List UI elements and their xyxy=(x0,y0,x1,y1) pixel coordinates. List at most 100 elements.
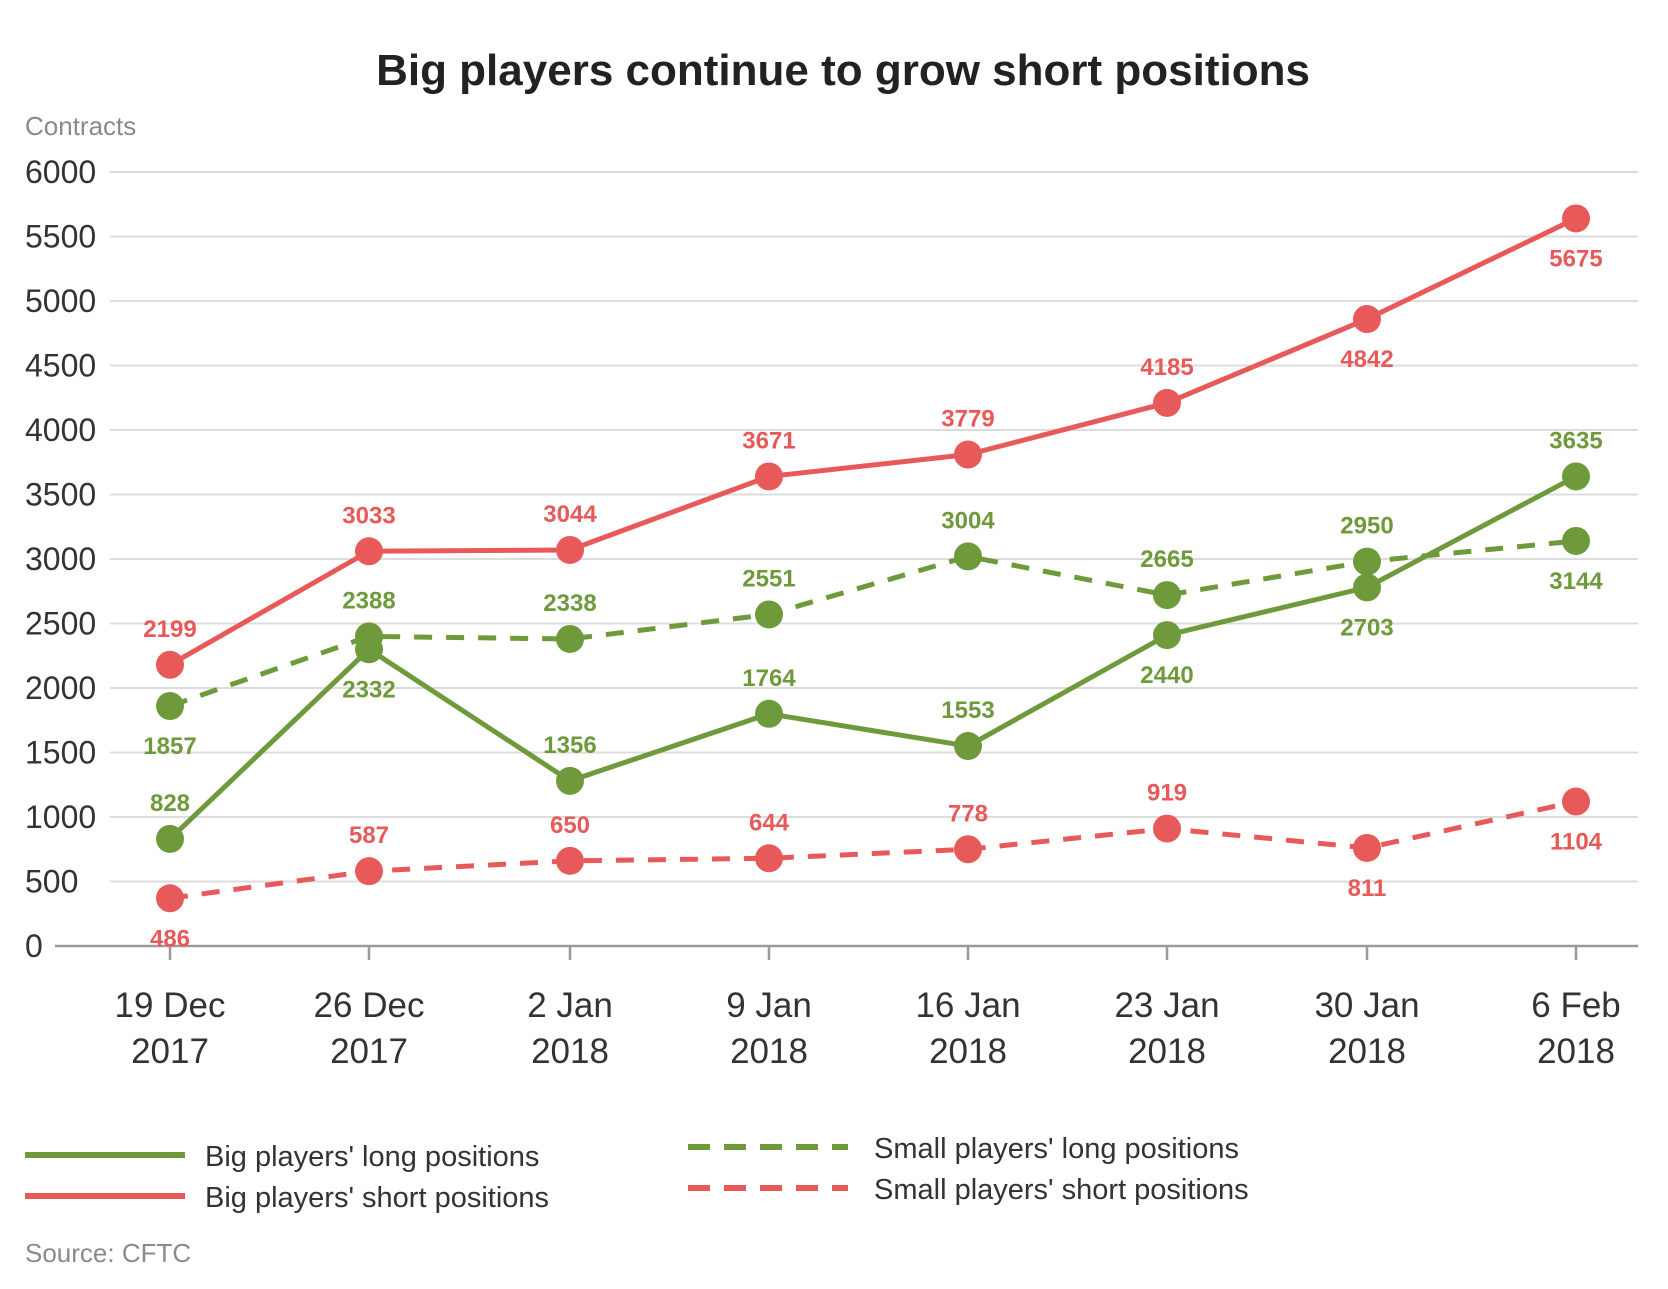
data-point xyxy=(355,857,383,886)
data-label: 1104 xyxy=(1550,829,1603,856)
data-label: 587 xyxy=(349,822,389,849)
data-label: 2551 xyxy=(742,565,795,592)
legend-label: Big players' long positions xyxy=(205,1141,539,1173)
y-tick-label: 1500 xyxy=(25,735,96,771)
data-label: 3004 xyxy=(941,507,995,534)
legend-label: Small players' short positions xyxy=(874,1174,1249,1206)
data-point xyxy=(1153,581,1181,610)
data-label: 3044 xyxy=(543,501,597,528)
data-label: 3635 xyxy=(1549,427,1602,454)
data-point xyxy=(1562,462,1590,491)
x-tick-label: 2018 xyxy=(730,1032,808,1071)
data-label: 2338 xyxy=(543,590,596,617)
data-point xyxy=(1153,621,1181,650)
y-tick-label: 6000 xyxy=(25,154,96,190)
series-line xyxy=(169,799,1577,901)
y-tick-label: 4500 xyxy=(25,348,96,384)
data-point xyxy=(755,462,783,491)
data-point xyxy=(556,766,584,795)
series-line xyxy=(169,538,1577,709)
data-point xyxy=(1562,204,1590,233)
data-point xyxy=(1353,573,1381,602)
data-label: 1553 xyxy=(941,697,994,724)
x-tick-label: 2017 xyxy=(330,1032,408,1071)
x-tick-label: 2018 xyxy=(1328,1032,1406,1071)
data-label: 1857 xyxy=(143,733,196,760)
data-point xyxy=(1153,814,1181,843)
y-tick-label: 2500 xyxy=(25,606,96,642)
y-tick-label: 3500 xyxy=(25,477,96,513)
data-point xyxy=(156,692,184,721)
x-tick-label: 16 Jan xyxy=(915,986,1020,1025)
data-point xyxy=(556,535,584,564)
data-label: 2703 xyxy=(1340,614,1393,641)
data-point xyxy=(954,732,982,761)
y-tick-label: 5500 xyxy=(25,219,96,255)
y-axis-ticks: 0 500 1000 1500 2000 2500 3000 3500 4000 4500 5000… xyxy=(25,154,96,964)
y-tick-label: 4000 xyxy=(25,412,96,448)
data-label: 3779 xyxy=(941,406,994,433)
y-tick-label: 2000 xyxy=(25,670,96,706)
x-tick-label: 26 Dec xyxy=(314,986,425,1025)
data-point xyxy=(1562,787,1590,816)
x-tick-label: 23 Jan xyxy=(1114,986,1219,1025)
data-point xyxy=(556,846,584,875)
series-line xyxy=(167,473,1579,842)
y-tick-label: 0 xyxy=(25,928,43,964)
data-label: 811 xyxy=(1348,875,1387,902)
data-point xyxy=(1353,833,1381,862)
data-label: 828 xyxy=(150,790,190,817)
x-axis: 19 Dec 2017 26 Dec 2017 2 Jan 2018 9 Jan 2018 16… xyxy=(55,944,1638,1071)
data-point xyxy=(1353,305,1381,334)
data-label: 3671 xyxy=(742,427,795,454)
data-point xyxy=(954,542,982,571)
data-point xyxy=(755,699,783,728)
x-tick-label: 9 Jan xyxy=(726,986,812,1025)
x-tick-label: 2018 xyxy=(531,1032,609,1071)
data-point xyxy=(156,650,184,679)
data-labels: 1857 2388 2338 2551 3004 2665 2950 3144 486 587 65… xyxy=(143,245,1603,952)
y-axis-unit-label: Contracts xyxy=(25,111,136,141)
data-point xyxy=(954,835,982,864)
data-point xyxy=(755,844,783,873)
legend-label: Big players' short positions xyxy=(205,1182,549,1214)
data-point xyxy=(954,440,982,469)
data-label: 2950 xyxy=(1340,513,1393,540)
data-label: 778 xyxy=(948,800,988,827)
data-label: 2388 xyxy=(342,587,395,614)
x-tick-label: 2018 xyxy=(1128,1032,1206,1071)
y-tick-label: 5000 xyxy=(25,283,96,319)
legend: Big players' long positions Big players' … xyxy=(25,1133,1249,1214)
data-label: 2332 xyxy=(342,676,395,703)
legend-label: Small players' long positions xyxy=(874,1133,1239,1165)
data-label: 644 xyxy=(749,809,790,836)
data-point xyxy=(1353,547,1381,576)
data-label: 1356 xyxy=(543,732,596,759)
data-point xyxy=(1153,388,1181,417)
series-line xyxy=(167,215,1579,668)
x-tick-label: 6 Feb xyxy=(1531,986,1621,1025)
source-note: Source: CFTC xyxy=(25,1238,191,1268)
data-point xyxy=(556,624,584,653)
data-label: 486 xyxy=(150,925,190,952)
data-label: 2199 xyxy=(143,616,196,643)
data-label: 4185 xyxy=(1140,354,1193,381)
data-point xyxy=(156,884,184,913)
x-tick-label: 2018 xyxy=(929,1032,1007,1071)
data-point xyxy=(355,635,383,664)
data-label: 2665 xyxy=(1140,546,1193,573)
data-label: 4842 xyxy=(1340,346,1393,373)
chart-title: Big players continue to grow short posit… xyxy=(376,46,1310,95)
gridlines xyxy=(110,171,1638,883)
data-label: 2440 xyxy=(1140,662,1193,689)
x-tick-label: 19 Dec xyxy=(115,986,226,1025)
x-tick-label: 30 Jan xyxy=(1314,986,1419,1025)
x-tick-label: 2 Jan xyxy=(527,986,613,1025)
data-point xyxy=(755,600,783,629)
series-lines xyxy=(156,204,1590,913)
data-label: 919 xyxy=(1147,780,1187,807)
x-tick-label: 2017 xyxy=(131,1032,209,1071)
x-tick-label: 2018 xyxy=(1537,1032,1615,1071)
data-label: 1764 xyxy=(742,665,796,692)
